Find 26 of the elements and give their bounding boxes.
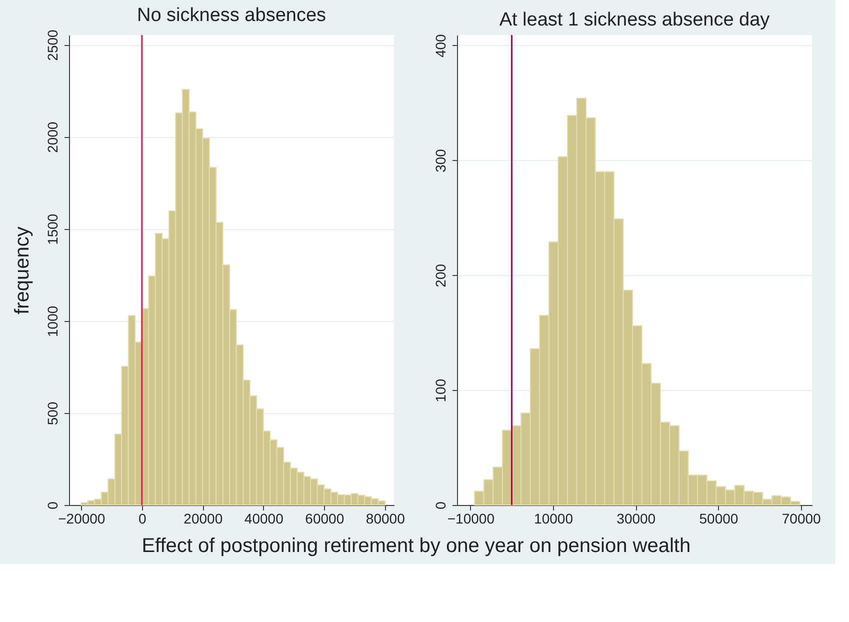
y-tick-label: 300 bbox=[432, 148, 448, 172]
y-tick-label: 200 bbox=[432, 264, 448, 288]
x-axis-title: Effect of postponing retirement by one year on pension wealth bbox=[142, 535, 691, 557]
x-tick-label: −10000 bbox=[447, 510, 495, 526]
x-tick-label: 0 bbox=[138, 510, 146, 526]
y-tick-label: 0 bbox=[432, 501, 448, 510]
y-axis-title: frequency bbox=[12, 226, 34, 314]
y-tick-label: 1500 bbox=[44, 214, 60, 245]
x-tick-label: 30000 bbox=[616, 510, 656, 526]
y-tick-label: 1000 bbox=[44, 306, 60, 337]
x-tick-label: −20000 bbox=[58, 510, 106, 526]
chart-title: At least 1 sickness absence day bbox=[499, 10, 770, 31]
y-tick-label: 0 bbox=[44, 501, 60, 510]
y-tick-label: 500 bbox=[44, 402, 60, 426]
x-tick-label: 50000 bbox=[699, 510, 738, 526]
x-tick-label: 40000 bbox=[244, 510, 284, 526]
x-tick-label: 70000 bbox=[782, 510, 822, 526]
y-tick-label: 2500 bbox=[44, 29, 60, 61]
y-tick-label: 400 bbox=[432, 34, 448, 58]
y-tick-label: 100 bbox=[432, 378, 448, 402]
x-tick-label: 10000 bbox=[534, 510, 574, 526]
x-tick-label: 60000 bbox=[305, 510, 344, 526]
x-tick-label: 80000 bbox=[366, 510, 406, 526]
chart-title: No sickness absences bbox=[136, 5, 326, 26]
y-tick-label: 2000 bbox=[44, 122, 60, 153]
x-tick-label: 20000 bbox=[184, 510, 223, 526]
